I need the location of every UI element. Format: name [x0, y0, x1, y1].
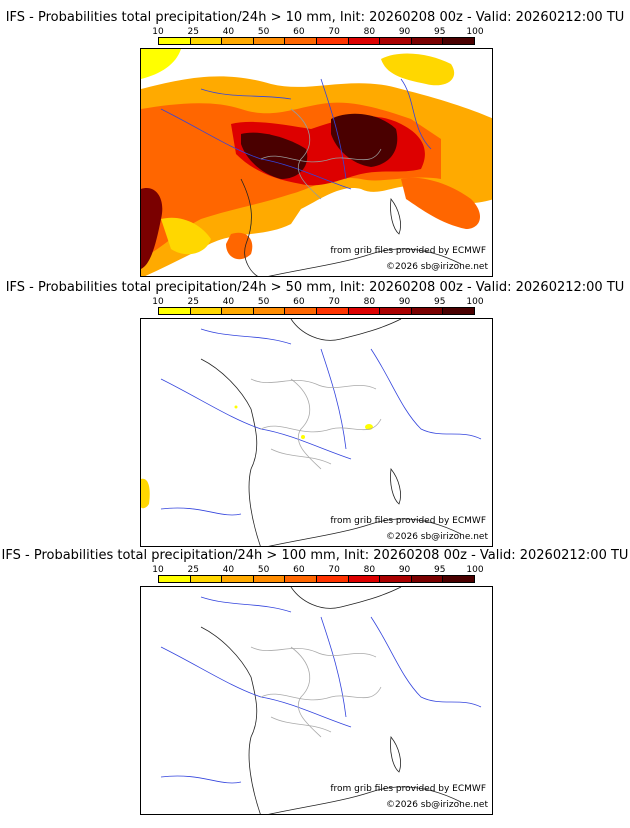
copyright-credit: ©2026 sb@irizone.net [386, 262, 488, 272]
legend-tick-label: 25 [187, 297, 199, 307]
source-credit: from grib files provided by ECMWF [330, 784, 486, 794]
map-title: IFS - Probabilities total precipitation/… [5, 10, 625, 25]
map-lines [160, 587, 482, 814]
legend-color-swatch [380, 38, 412, 44]
legend-color-swatch [380, 308, 412, 314]
map-title: IFS - Probabilities total precipitation/… [1, 548, 629, 563]
legend-labels: 10 25 40 50 60 70 80 90 95 100 [140, 27, 490, 37]
map-graphic [160, 587, 482, 814]
legend-tick-label: 60 [293, 27, 305, 37]
legend-tick-label: 95 [434, 565, 446, 575]
legend-color-swatch [253, 308, 286, 314]
copyright-credit: ©2026 sb@irizone.net [386, 800, 488, 810]
precip-field [141, 405, 373, 509]
legend-tick-label: 60 [293, 297, 305, 307]
legend-tick-label: 100 [466, 27, 484, 37]
legend-color-swatch [285, 308, 317, 314]
legend-tick-label: 80 [363, 27, 376, 37]
legend-tick-label: 10 [152, 565, 164, 575]
legend-tick-label: 90 [398, 565, 411, 575]
map-graphic [141, 49, 492, 276]
legend-color-swatch [222, 308, 254, 314]
map-lines [160, 319, 482, 546]
legend-tick-label: 10 [152, 297, 164, 307]
legend-color-swatch [159, 576, 191, 582]
map-title: IFS - Probabilities total precipitation/… [5, 280, 625, 295]
legend-tick-label: 90 [398, 27, 411, 37]
panel-10mm: IFS - Probabilities total precipitation/… [0, 0, 630, 277]
legend-tick-label: 10 [152, 27, 164, 37]
legend-color-swatch [411, 308, 444, 314]
legend-tick-label: 70 [328, 297, 340, 307]
legend-color-swatch [443, 308, 474, 314]
panel-50mm: IFS - Probabilities total precipitation/… [0, 270, 630, 547]
legend-color-swatch [380, 576, 412, 582]
legend-tick-label: 40 [222, 297, 235, 307]
legend-color-swatch [443, 38, 474, 44]
legend-tick-label: 25 [187, 27, 199, 37]
legend-color-swatch [253, 38, 286, 44]
legend-color-swatch [348, 38, 381, 44]
legend-labels: 10 25 40 50 60 70 80 90 95 100 [140, 297, 490, 307]
source-credit: from grib files provided by ECMWF [330, 246, 486, 256]
legend-tick-label: 70 [328, 565, 340, 575]
legend-tick-label: 50 [257, 27, 270, 37]
legend-color-swatch [285, 38, 317, 44]
legend-color-swatch [190, 576, 223, 582]
legend-tick-label: 60 [293, 565, 305, 575]
legend-color-swatch [285, 576, 317, 582]
probability-map-100mm[interactable]: from grib files provided by ECMWF ©2026 … [140, 586, 493, 815]
legend-tick-label: 25 [187, 565, 199, 575]
probability-map-50mm[interactable]: from grib files provided by ECMWF ©2026 … [140, 318, 493, 547]
legend-color-swatch [316, 576, 349, 582]
legend-tick-label: 80 [363, 565, 376, 575]
legend-color-swatch [443, 576, 474, 582]
color-scale-bar [158, 37, 475, 45]
legend-tick-label: 90 [398, 297, 411, 307]
legend-color-swatch [222, 38, 254, 44]
legend-tick-label: 95 [434, 297, 446, 307]
legend-color-swatch [222, 576, 254, 582]
legend-tick-label: 80 [363, 297, 376, 307]
legend-color-swatch [159, 308, 191, 314]
legend-color-swatch [190, 308, 223, 314]
precip-field [141, 49, 492, 276]
legend-tick-label: 100 [466, 297, 484, 307]
legend-color-swatch [411, 576, 444, 582]
color-scale-bar [158, 575, 475, 583]
legend-tick-label: 40 [222, 565, 235, 575]
legend-tick-label: 95 [434, 27, 446, 37]
legend-tick-label: 50 [257, 297, 270, 307]
legend-color-swatch [190, 38, 223, 44]
legend-tick-label: 50 [257, 565, 270, 575]
color-scale-bar [158, 307, 475, 315]
legend-labels: 10 25 40 50 60 70 80 90 95 100 [140, 565, 490, 575]
legend-color-swatch [253, 576, 286, 582]
legend-tick-label: 70 [328, 27, 340, 37]
legend-color-swatch [348, 576, 381, 582]
legend-color-swatch [316, 308, 349, 314]
map-graphic [141, 319, 482, 546]
panel-100mm: IFS - Probabilities total precipitation/… [0, 538, 630, 815]
source-credit: from grib files provided by ECMWF [330, 516, 486, 526]
legend-tick-label: 40 [222, 27, 235, 37]
legend-tick-label: 100 [466, 565, 484, 575]
legend-color-swatch [316, 38, 349, 44]
map-lines [160, 78, 462, 276]
legend-color-swatch [159, 38, 191, 44]
copyright-credit: ©2026 sb@irizone.net [386, 532, 488, 542]
probability-map-10mm[interactable]: from grib files provided by ECMWF ©2026 … [140, 48, 493, 277]
legend-color-swatch [411, 38, 444, 44]
legend-color-swatch [348, 308, 381, 314]
